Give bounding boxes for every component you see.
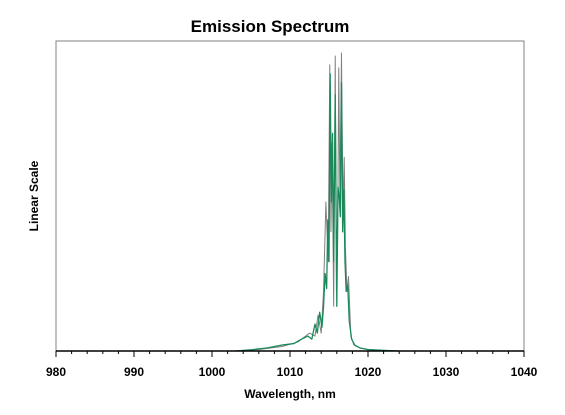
plot-frame (55, 40, 525, 352)
series-line-2 (235, 73, 400, 352)
y-axis-label: Linear Scale (27, 160, 41, 231)
x-tick-label-1040: 1040 (511, 365, 538, 379)
series-line-1 (235, 52, 400, 352)
x-axis-ticks: 980 990 1000 1010 1020 1030 1040 (46, 351, 538, 379)
series-layer (235, 52, 400, 352)
x-tick-label-1000: 1000 (199, 365, 226, 379)
x-tick-label-1030: 1030 (433, 365, 460, 379)
chart-title: Emission Spectrum (191, 17, 350, 36)
x-tick-label-980: 980 (46, 365, 66, 379)
x-tick-label-1020: 1020 (355, 365, 382, 379)
x-tick-label-990: 990 (124, 365, 144, 379)
x-tick-label-1010: 1010 (277, 365, 304, 379)
x-axis-label: Wavelength, nm (244, 387, 336, 401)
